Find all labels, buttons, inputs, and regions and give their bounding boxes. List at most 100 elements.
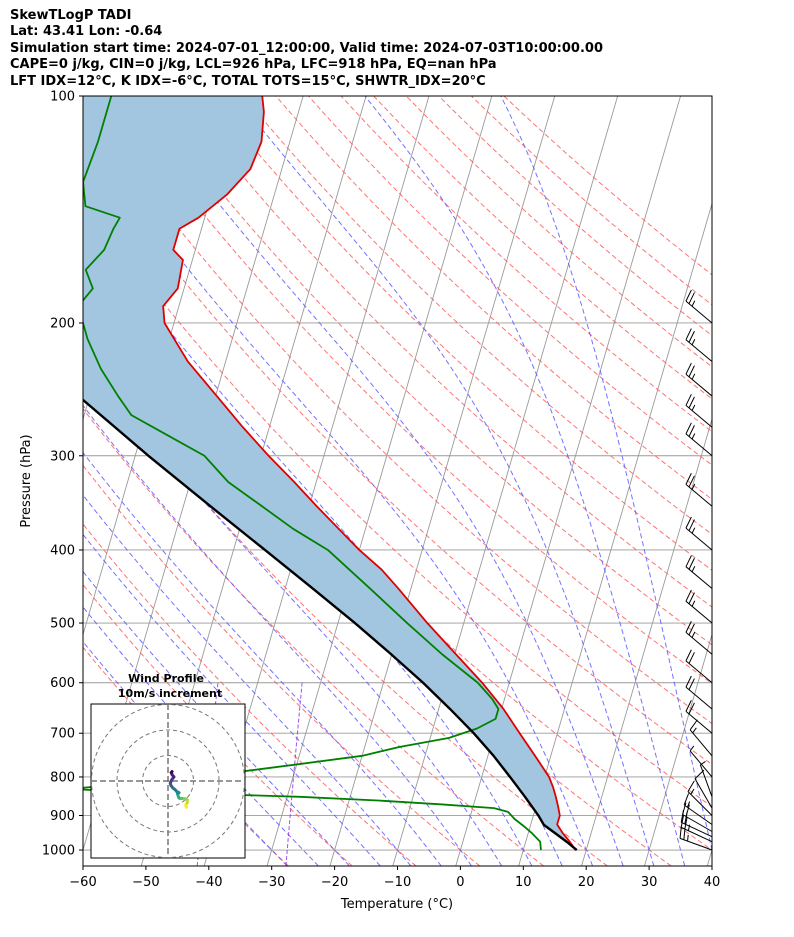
wind-barb [685,675,713,710]
wind-barb-flag [685,328,692,340]
wind-barb-staff [685,632,713,655]
wind-barb-flag [687,780,695,792]
moist-adiabat-line [83,451,442,866]
wind-barb-flag [685,422,692,435]
wind-barb-staff [685,373,713,397]
isotherm-line [644,632,712,866]
wind-barb-staff [699,764,713,797]
dry-adiabat-line [210,96,712,571]
moist-adiabat-line [83,494,412,866]
x-tick-label: −50 [132,875,159,890]
wind-barb-staff [685,484,713,507]
wind-barb-half [691,373,696,380]
wind-barb-flag [685,289,692,302]
y-axis-label: Pressure (hPa) [19,434,34,527]
wind-barb [685,473,713,507]
dry-adiabat-line [83,147,712,766]
wind-barb-flag [688,652,695,664]
isotherm-line [266,96,493,866]
dewpoint-line [83,96,542,851]
wind-barb [685,555,713,589]
isotherm-line [706,848,712,866]
wind-barb-half [690,788,695,795]
wind-barb-flag [685,700,692,712]
wind-barb-staff [682,814,713,832]
stability-indices-line: LFT IDX=12°C, K IDX=-6°C, TOTAL TOTS=15°… [10,73,486,89]
inset-content [91,704,245,858]
wind-barb-staff [689,729,713,757]
wind-barb-half [691,300,696,307]
y-tick-label: 700 [50,727,75,742]
wind-barb [685,289,713,324]
wind-barb-flag [685,555,692,567]
wind-barb-staff [685,686,713,710]
dry-adiabat-line [112,96,712,685]
wind-barb-flag [688,475,695,488]
moist-adiabat-line [500,96,712,853]
wind-barb [685,422,713,457]
y-tick-label: 300 [50,449,75,464]
temperature-line [162,96,577,851]
dry-adiabat-line [83,523,417,866]
y-tick-label: 900 [50,809,75,824]
isotherm-line [83,96,241,637]
moist-adiabat-line [83,570,350,866]
wind-barb-flag [685,473,692,485]
x-tick-label: 30 [641,875,658,890]
isotherm-line [329,96,556,866]
wind-barb-flag [685,649,692,662]
wind-barb-staff [689,750,713,778]
wind-barb-flag [688,365,695,377]
wind-barb-staff [683,804,713,825]
isotherm-line [518,202,712,866]
dry-adiabat-line [275,96,712,500]
wind-barb-staff [685,527,713,551]
x-tick-label: 0 [456,875,464,890]
wind-barb-flag [688,519,695,531]
wind-barb [679,826,713,851]
wind-barb-flag [685,362,692,375]
wind-barb-half [691,527,696,534]
wind-barb-flag [688,678,695,690]
y-tick-label: 500 [50,617,75,632]
y-tick-label: 800 [50,770,75,785]
wind-barb-staff [687,791,713,816]
wind-barb-flag [685,516,692,529]
chart-title-block: SkewTLogP TADI Lat: 43.41 Lon: -0.64 Sim… [10,8,603,90]
wind-barb-half [687,834,689,842]
wind-barb-half [691,339,696,346]
x-axis-label: Temperature (°C) [340,897,453,912]
parcel-line [83,398,578,851]
x-tick-label: −40 [195,875,222,890]
wind-barb-staff [685,300,713,324]
wind-barb [685,328,713,362]
moist-adiabat-line [83,606,319,866]
wind-barb-half [692,727,697,734]
wind-barb-flag [685,675,692,688]
y-tick-label: 100 [50,90,75,105]
wind-barb-flag [688,623,695,636]
wind-barb-staff [685,405,713,428]
wind-barb-flag [689,719,698,731]
location-line: Lat: 43.41 Lon: -0.64 [10,24,163,40]
x-tick-label: −10 [384,875,411,890]
wind-barb-flag [688,292,695,304]
moist-adiabat-line [364,96,686,866]
moist-adiabat-line [136,96,624,866]
wind-barb-flag [682,802,687,815]
wind-barb [689,719,713,757]
dry-adiabat-line [83,98,712,725]
wind-barb-flag [685,804,690,817]
wind-barb-staff [685,600,713,624]
wind-barb-staff [685,339,713,362]
wind-barb [685,700,713,734]
wind-barb [685,394,713,428]
wind-barb [689,745,713,778]
dry-adiabat-line [83,464,481,866]
x-tick-label: −20 [321,875,348,890]
wind-barb-half [691,631,696,638]
wind-barb-staff [680,826,713,843]
wind-barb-staff [685,433,713,457]
wind-barb [685,649,713,684]
